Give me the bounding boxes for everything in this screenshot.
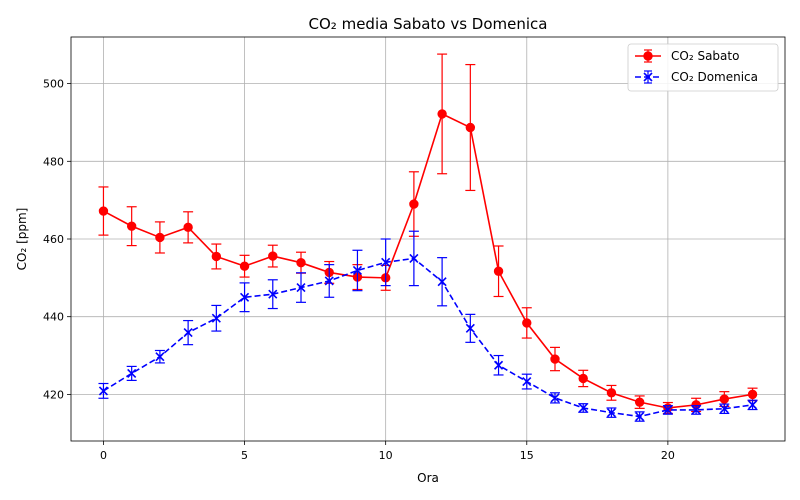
x-tick-label: 15 — [520, 449, 534, 462]
data-point — [550, 354, 560, 364]
data-point — [98, 386, 109, 396]
data-point — [127, 368, 137, 378]
data-point — [465, 122, 476, 133]
x-axis-label: Ora — [417, 471, 439, 485]
legend-entry: CO₂ Domenica — [635, 70, 758, 84]
x-tick-label: 0 — [100, 449, 107, 462]
y-tick-label: 420 — [43, 388, 64, 401]
data-point — [155, 232, 165, 243]
x-tick-label: 5 — [241, 449, 248, 462]
y-axis-label: CO₂ [ppm] — [15, 208, 29, 271]
data-point — [578, 403, 588, 413]
y-tick-label: 440 — [43, 311, 64, 324]
grid-lines — [71, 37, 785, 441]
data-point — [437, 109, 447, 119]
data-point — [719, 394, 730, 404]
data-point — [747, 400, 758, 410]
data-point — [155, 352, 165, 362]
x-tick-label: 10 — [379, 449, 393, 462]
legend-marker — [643, 72, 653, 82]
y-tick-label: 460 — [43, 233, 64, 246]
data-point — [663, 405, 673, 415]
data-point — [691, 405, 701, 415]
series-layer — [98, 53, 758, 422]
data-point — [606, 388, 617, 398]
data-point — [409, 253, 419, 263]
data-point — [126, 221, 137, 231]
y-tick-label: 500 — [43, 78, 64, 91]
data-point — [183, 222, 193, 233]
data-point — [493, 360, 504, 370]
data-point — [381, 257, 391, 267]
series-line — [103, 112, 753, 409]
data-point — [550, 393, 560, 403]
data-point — [522, 376, 532, 387]
data-point — [719, 404, 729, 414]
data-point — [606, 408, 617, 418]
data-point — [239, 292, 250, 302]
chart-title: CO₂ media Sabato vs Domenica — [309, 15, 548, 33]
series-sabato — [98, 53, 758, 415]
data-point — [324, 276, 334, 286]
data-point — [268, 289, 278, 299]
data-point — [493, 266, 504, 276]
data-point — [211, 313, 221, 323]
legend-entry: CO₂ Sabato — [635, 49, 739, 63]
legend: CO₂ Sabato CO₂ Domenica — [627, 43, 779, 92]
data-point — [268, 251, 278, 261]
data-point — [296, 257, 306, 268]
data-point — [183, 328, 193, 338]
data-point — [437, 277, 447, 287]
data-point — [465, 323, 475, 333]
axis-ticks: 0 5 10 15 20 420 440 460 480 500 — [43, 78, 675, 462]
y-tick-label: 480 — [43, 155, 64, 168]
legend-marker — [643, 51, 653, 61]
data-point — [578, 373, 588, 384]
data-point — [352, 265, 363, 276]
data-point — [98, 206, 109, 216]
data-point — [522, 318, 532, 328]
data-point — [409, 199, 419, 209]
data-point — [296, 282, 306, 293]
data-point — [635, 411, 645, 422]
legend-label: CO₂ Sabato — [671, 49, 739, 63]
legend-label: CO₂ Domenica — [671, 70, 758, 84]
series-domenica — [98, 230, 758, 422]
data-point — [211, 251, 222, 262]
data-point — [239, 261, 250, 271]
data-point — [747, 389, 758, 400]
series-line — [103, 257, 753, 418]
data-point — [634, 397, 645, 407]
legend-box — [627, 43, 779, 92]
x-tick-label: 20 — [661, 449, 675, 462]
